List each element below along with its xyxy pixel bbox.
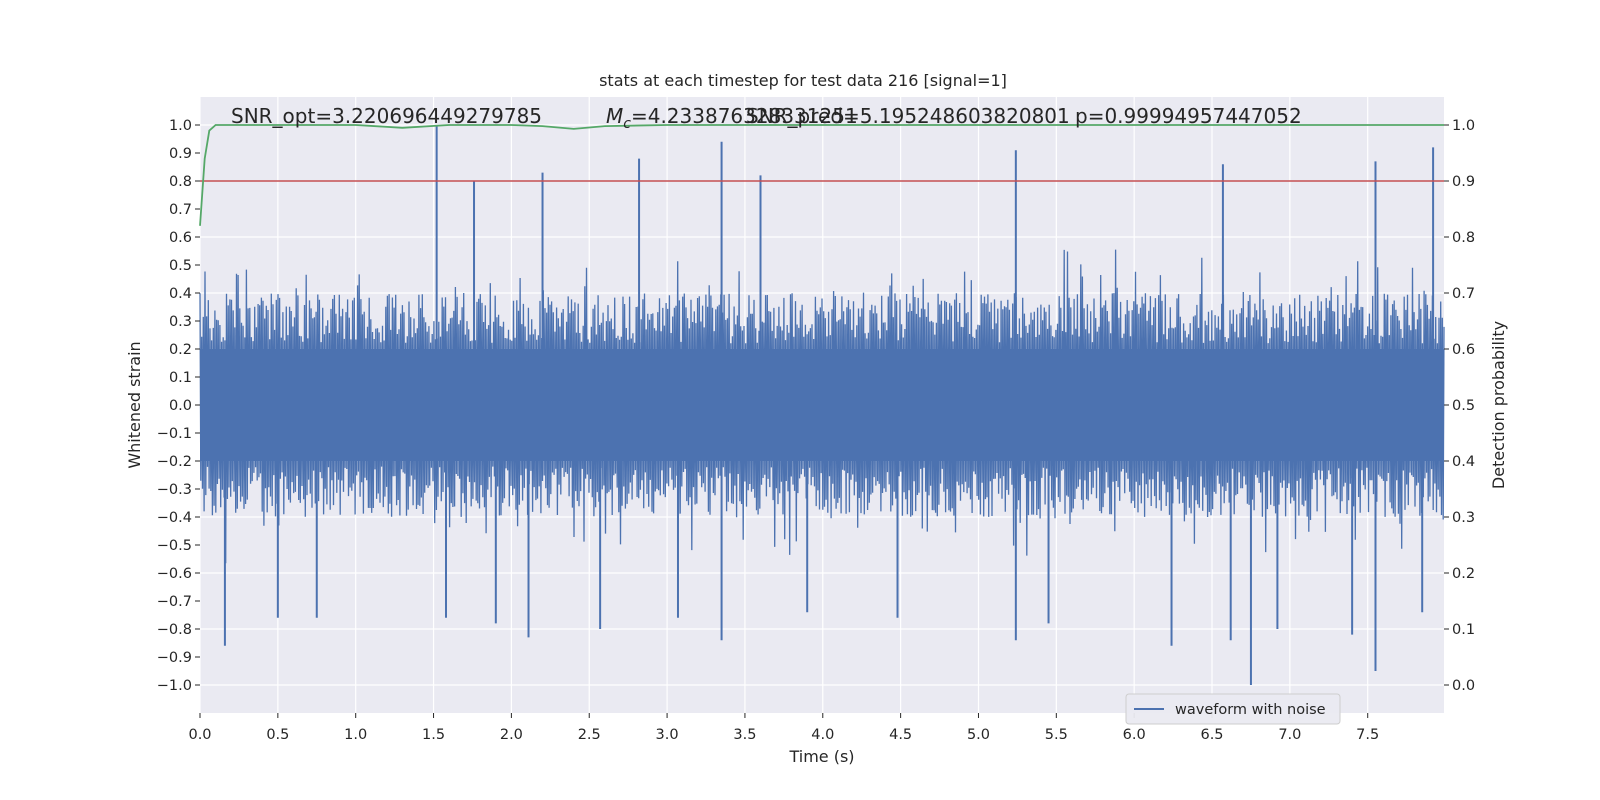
x-tick-label: 4.5 [889,727,912,743]
x-tick-label: 1.5 [422,727,445,743]
y-tick-label: 0.5 [169,258,192,274]
axis-ticks: 0.0 0.5 1.0 1.5 2.0 2.5 3.0 3.5 4.0 4.5 5.0 5.5 6.0 6… [157,118,1475,743]
x-tick-label: 7.5 [1356,727,1379,743]
y-tick-label: −0.2 [157,454,192,470]
snr-pred-text: SNR_pred=5.195248603820801 [746,104,1070,128]
y-tick-label: 0.3 [169,314,192,330]
waveform-core-band [200,349,1444,461]
chirp-mass-value: =4.233876328331251 [631,104,858,128]
y-tick-label: −0.3 [157,482,192,498]
stats-annotations: SNR_opt=3.220696449279785 Mc=4.233876328… [231,104,1302,132]
y-tick-label: 0.7 [169,202,192,218]
x-tick-label: 7.0 [1278,727,1301,743]
chirp-mass-symbol: M [606,104,623,128]
y-tick-label: 0.0 [169,398,192,414]
y-tick-label: −0.4 [157,510,192,526]
p-value-text: p=0.99994957447052 [1075,104,1302,128]
y-right-tick-label: 0.1 [1452,622,1475,638]
legend-box [1125,693,1341,725]
probability-series [199,124,1444,226]
y-right-tick-label: 0.8 [1452,230,1475,246]
y-tick-label: −0.9 [157,650,192,666]
y-tick-label: −0.1 [157,426,192,442]
x-tick-label: 5.0 [967,727,990,743]
snr-opt-text: SNR_opt=3.220696449279785 [231,104,542,128]
y-right-tick-label: 0.4 [1452,454,1475,470]
waveform-series [199,125,1445,685]
y-right-tick-label: 0.6 [1452,342,1475,358]
x-tick-label: 5.5 [1045,727,1068,743]
y-tick-label: −0.7 [157,594,192,610]
y-tick-label: −0.6 [157,566,192,582]
waveform-line [199,249,1445,564]
y-right-tick-label: 0.0 [1452,678,1475,694]
chirp-mass-text: Mc=4.233876328331251 [606,104,858,132]
x-tick-label: 3.0 [656,727,679,743]
x-tick-label: 0.5 [266,727,289,743]
y-right-tick-label: 0.3 [1452,510,1475,526]
y-right-tick-label: 0.2 [1452,566,1475,582]
legend-label: waveform with noise [1175,702,1326,718]
x-tick-label: 0.0 [188,727,211,743]
y-right-tick-label: 0.5 [1452,398,1475,414]
y-tick-label: 0.8 [169,174,192,190]
y-axis-label-right: Detection probability [1489,321,1508,489]
probability-line [199,124,1444,226]
y-tick-label: 0.1 [169,370,192,386]
x-tick-label: 4.0 [811,727,834,743]
chart-title: stats at each timestep for test data 216… [599,71,1007,90]
x-tick-label: 2.0 [500,727,523,743]
x-axis-label: Time (s) [788,747,854,766]
y-right-tick-label: 0.7 [1452,286,1475,302]
y-tick-label: 0.6 [169,230,192,246]
x-tick-label: 2.5 [578,727,601,743]
y-tick-label: −0.8 [157,622,192,638]
y-axis-label: Whitened strain [125,341,144,468]
legend: waveform with noise [1125,693,1341,725]
x-tick-label: 6.0 [1123,727,1146,743]
x-tick-label: 6.5 [1200,727,1223,743]
x-tick-label: 3.5 [733,727,756,743]
y-tick-label: −0.5 [157,538,192,554]
y-tick-label: 1.0 [169,118,192,134]
y-tick-label: −1.0 [157,678,192,694]
x-tick-label: 1.0 [344,727,367,743]
chirp-mass-subscript: c [623,116,631,132]
y-tick-label: 0.4 [169,286,192,302]
y-right-tick-label: 0.9 [1452,174,1475,190]
y-tick-label: 0.9 [169,146,192,162]
y-tick-label: 0.2 [169,342,192,358]
y-right-tick-label: 1.0 [1452,118,1475,134]
